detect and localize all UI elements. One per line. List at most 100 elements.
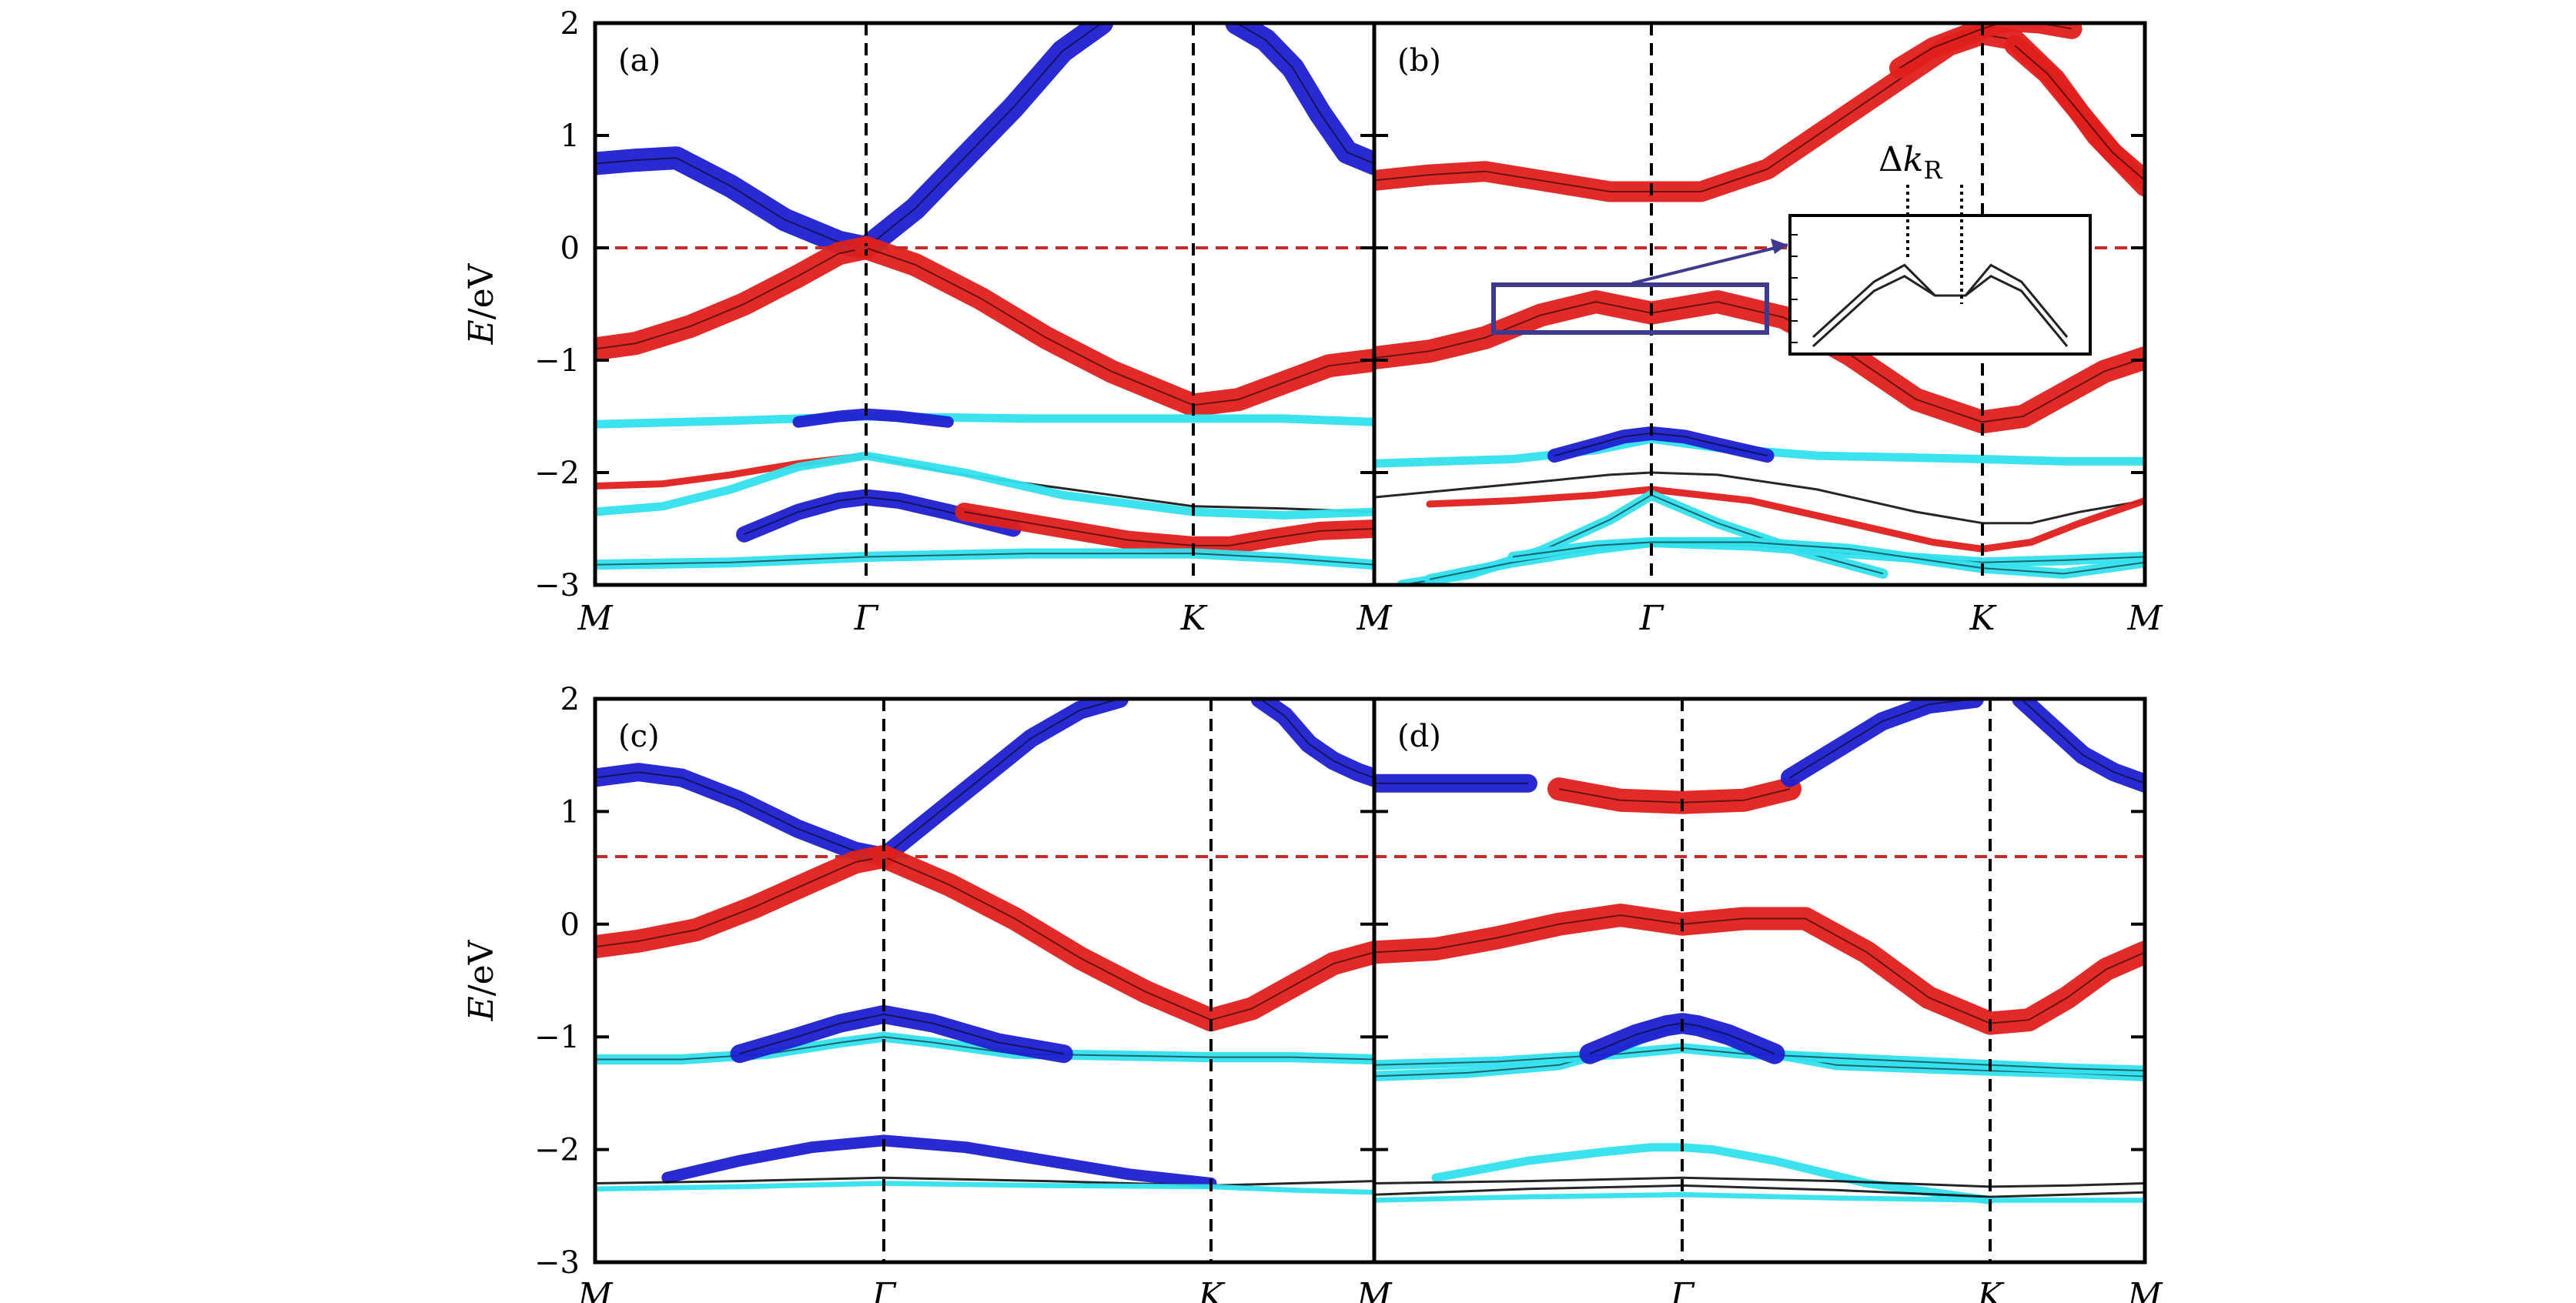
ytick-label-a-1: 1 (560, 119, 580, 154)
ytick-label-c-4: −2 (534, 1133, 580, 1168)
panel-label-b: (b) (1397, 43, 1441, 79)
band-d-2 (1781, 699, 1984, 787)
xtick-label-c-3: M (1356, 1276, 1392, 1303)
band-a-4 (855, 236, 1374, 417)
xtick-label-a-3: M (1356, 599, 1392, 638)
xtick-label-b-3: M (2126, 599, 2163, 638)
band-a-9 (595, 451, 1374, 520)
xtick-label-c-0: M (577, 1276, 613, 1303)
band-core-a-11 (964, 511, 1374, 546)
band-a-0 (595, 146, 878, 259)
band-c-8 (595, 1176, 1374, 1187)
band-c-3 (595, 845, 895, 959)
xtick-label-a-2: K (1180, 599, 1208, 638)
ylabel-a: E/eV (462, 262, 501, 345)
inset-arrowhead (1771, 239, 1788, 254)
panel-d: M Γ K M (d) (1356, 697, 2163, 1303)
xtick-label-c-1: Γ (871, 1276, 897, 1303)
band-core-d-2 (1789, 699, 1975, 779)
deltak-delta: Δ (1878, 140, 1903, 179)
ytick-label-a-4: −2 (534, 456, 580, 491)
band-core-a-10 (744, 496, 1014, 536)
band-a-3 (595, 236, 878, 361)
ytick-label-a-5: −3 (534, 568, 580, 603)
xtick-label-d-1: Γ (1670, 1276, 1695, 1303)
band-a-1 (855, 23, 1113, 259)
plot-area-d (1374, 699, 2145, 1204)
xtick-label-b-0: M (1356, 599, 1392, 638)
panel-label-a: (a) (618, 43, 661, 79)
band-core-b-2 (2014, 45, 2145, 182)
xtick-label-a-0: M (577, 599, 613, 638)
xtick-label-a-1: Γ (854, 599, 879, 638)
band-b-5 (1547, 426, 1775, 463)
band-c-0 (595, 763, 893, 866)
band-core-c-4 (883, 856, 1374, 1021)
inset-frame (1788, 214, 2092, 356)
inset-band-1 (1812, 275, 2069, 348)
xtick-label-d-0: M (1356, 1276, 1392, 1303)
band-d-9 (1374, 1176, 2145, 1188)
plot-area-a (595, 23, 1374, 570)
band-core-d-4 (1374, 914, 2145, 1024)
panel-label-c: (c) (618, 719, 660, 754)
inset-arrow (1631, 243, 1788, 285)
ylabel-unit: /eV (462, 939, 501, 996)
band-c-9 (595, 1181, 1374, 1195)
ytick-label-a-2: 0 (560, 231, 580, 266)
band-b-6 (1374, 471, 2145, 525)
ylabel-c: E/eV (462, 939, 501, 1021)
panel-a: 210−1−2−3M Γ K M(a)E/eV (462, 6, 1392, 638)
band-c-7 (661, 1134, 1217, 1189)
ytick-label-c-2: 0 (560, 907, 580, 943)
xtick-label-c-2: K (1198, 1276, 1226, 1303)
vbm-highlight-box (1491, 282, 1769, 335)
frame-b (1372, 21, 2147, 587)
ylabel-unit: /eV (462, 262, 501, 319)
band-core-c-5 (595, 1036, 1374, 1061)
panel-label-d: (d) (1397, 719, 1441, 754)
band-core-c-1 (883, 699, 1120, 857)
band-d-11 (1374, 1191, 2145, 1203)
frame-d (1372, 697, 2147, 1265)
band-core-a-1 (865, 23, 1102, 249)
xtick-label-d-2: K (1977, 1276, 2005, 1303)
band-core-a-3 (595, 247, 867, 350)
band-core-d-6 (1374, 1047, 2145, 1072)
band-a-5 (595, 412, 1374, 429)
band-core-d-3 (2020, 699, 2145, 784)
band-b-7 (1426, 486, 2145, 553)
deltak-annotation: ΔkR (1878, 140, 1942, 185)
ylabel-symbol: E (462, 996, 501, 1021)
ytick-label-a-0: 2 (560, 6, 580, 42)
xtick-label-b-1: Γ (1639, 599, 1664, 638)
ytick-label-a-3: −1 (534, 343, 580, 379)
panel-c: 210−1−2−3M Γ K M(c)E/eV (462, 682, 1392, 1303)
band-c-1 (875, 699, 1129, 866)
band-a-6 (792, 408, 954, 428)
deltak-subscript: R (1923, 155, 1942, 185)
band-d-10 (1374, 1184, 2145, 1198)
xtick-label-b-2: K (1969, 599, 1997, 638)
band-core-a-4 (865, 247, 1374, 406)
band-a-2 (1225, 23, 1374, 175)
band-c-4 (872, 845, 1374, 1032)
deltak-k: k (1903, 140, 1924, 179)
ylabel-symbol: E (462, 319, 501, 345)
band-core-c-6 (739, 1013, 1064, 1055)
band-core-a-12 (595, 553, 1374, 566)
plot-area-c (595, 699, 1374, 1195)
ytick-label-c-1: 1 (560, 794, 580, 830)
ytick-label-c-3: −1 (534, 1020, 580, 1055)
band-d-3 (2012, 699, 2145, 793)
band-d-4 (1374, 904, 2145, 1035)
band-core-b-10 (1512, 541, 2145, 575)
xtick-label-d-3: M (2126, 1276, 2163, 1303)
ytick-label-c-5: −3 (534, 1245, 580, 1281)
band-core-a-2 (1236, 23, 1374, 165)
band-core-c-2 (1260, 699, 1374, 779)
band-core-c-3 (595, 856, 885, 948)
panel-b: M Γ K M (b) ΔkR (1356, 21, 2163, 638)
ytick-label-c-0: 2 (560, 682, 580, 717)
